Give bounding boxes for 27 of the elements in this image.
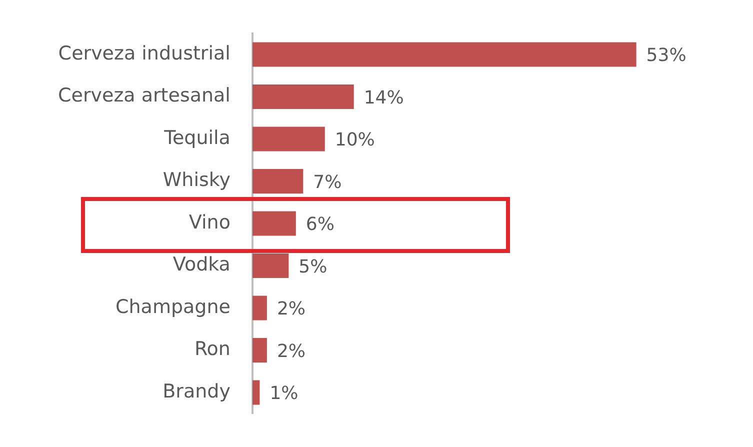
bar [252, 211, 296, 236]
bar [252, 126, 325, 152]
y-tick-label: Vodka [172, 254, 230, 276]
data-label: 5% [298, 256, 328, 278]
data-label: 2% [276, 340, 306, 362]
data-label: 2% [276, 298, 306, 320]
y-tick-label: Ron [194, 338, 230, 360]
data-label: 53% [646, 45, 686, 66]
bar [252, 169, 304, 194]
y-tick-label: Cerveza artesanal [58, 84, 230, 107]
y-tick-label: Tequila [163, 126, 230, 149]
data-label: 10% [334, 130, 375, 151]
y-tick-label: Cerveza industrial [58, 42, 230, 64]
bar [252, 296, 267, 320]
data-label: 7% [313, 172, 342, 193]
y-tick-label: Brandy [162, 380, 230, 402]
data-label: 6% [306, 214, 334, 236]
y-tick-label: Champagne [115, 296, 230, 318]
bar [252, 253, 289, 278]
data-label: 14% [364, 87, 404, 108]
bar [252, 338, 267, 362]
data-label: 1% [270, 383, 298, 404]
bar [252, 84, 354, 110]
y-tick-label: Vino [188, 211, 230, 234]
bar [252, 42, 636, 67]
y-tick-label: Whisky [162, 169, 230, 192]
bar [252, 380, 260, 405]
